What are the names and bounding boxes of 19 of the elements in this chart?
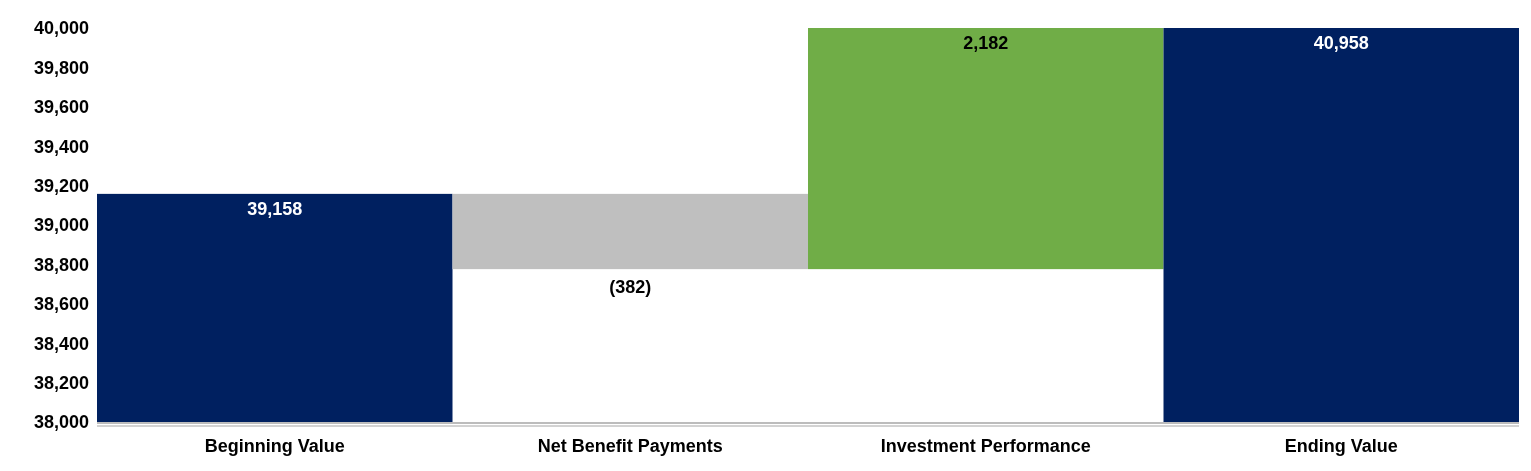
- data-label: 40,958: [1313, 33, 1369, 53]
- y-tick-label: 39,000: [33, 215, 89, 236]
- data-label: 2,182: [963, 33, 1009, 53]
- y-tick-label: 40,000: [33, 18, 89, 39]
- y-tick-label: 38,400: [33, 333, 89, 354]
- y-tick-label: 38,600: [33, 294, 89, 315]
- y-tick-label: 39,400: [33, 136, 89, 157]
- y-tick-label: 39,600: [33, 97, 89, 118]
- data-label: (382): [609, 277, 652, 298]
- x-tick-label: Ending Value: [1284, 436, 1398, 456]
- y-tick-label: 38,800: [33, 254, 89, 275]
- x-tick-label: Investment Performance: [880, 436, 1091, 456]
- y-tick-label: 38,200: [33, 372, 89, 393]
- data-label: 39,158: [247, 198, 303, 219]
- y-tick-label: 39,800: [33, 57, 89, 78]
- x-tick-label: Net Benefit Payments: [537, 436, 723, 456]
- y-tick-label: 38,000: [33, 412, 89, 433]
- x-tick-label: Beginning Value: [204, 436, 345, 456]
- y-tick-label: 39,200: [33, 175, 89, 196]
